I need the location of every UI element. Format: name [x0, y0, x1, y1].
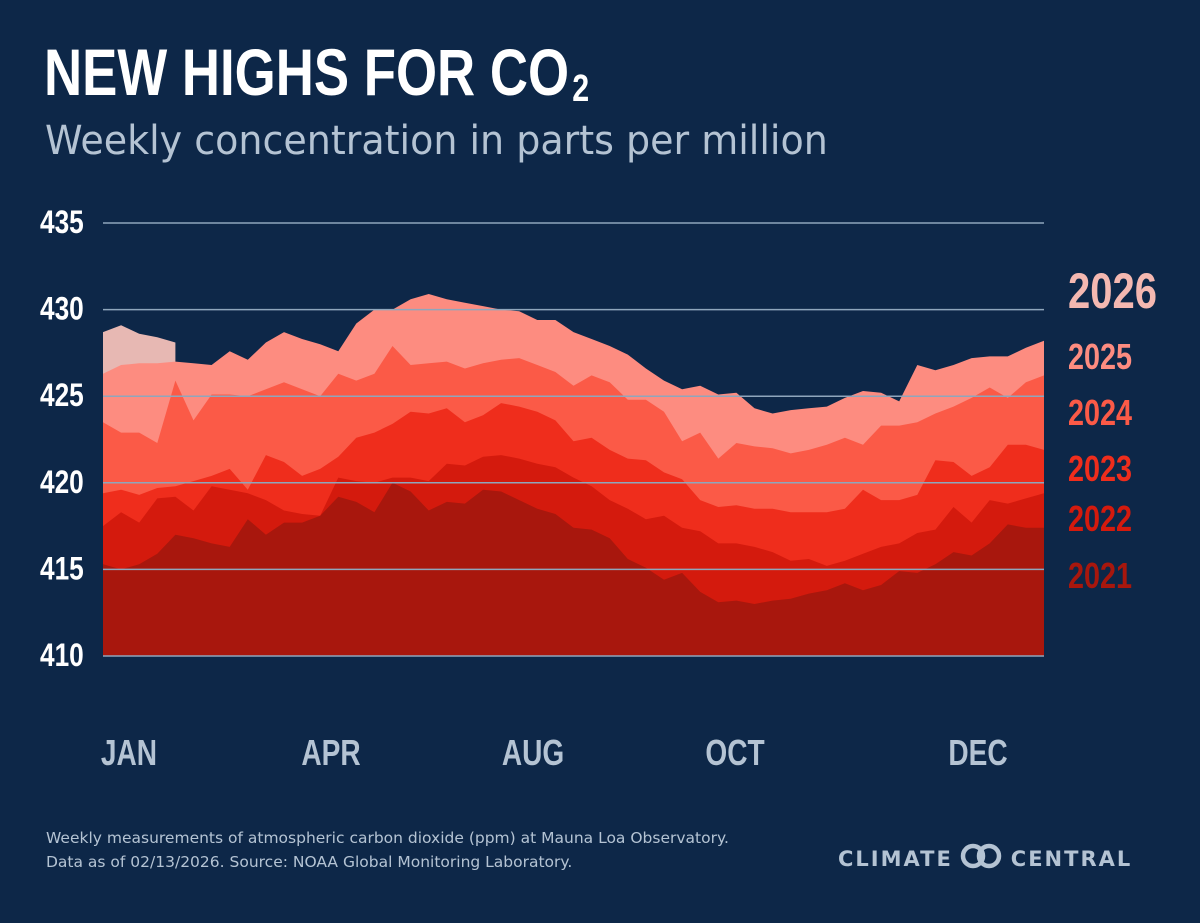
- x-tick-label: AUG: [502, 733, 564, 773]
- page-subtitle: Weekly concentration in parts per millio…: [45, 118, 828, 164]
- y-tick-label: 430: [40, 292, 84, 327]
- x-tick-label: JAN: [101, 733, 157, 773]
- y-tick-label: 425: [40, 379, 84, 414]
- year-label-2025: 2025: [1068, 336, 1132, 377]
- brand-right-text: CENTRAL: [1010, 846, 1133, 871]
- x-tick-label: OCT: [705, 733, 764, 773]
- page-title: NEW HIGHS FOR CO2: [44, 32, 589, 129]
- gridlines: [103, 222, 1044, 657]
- title-subscript: 2: [572, 68, 590, 110]
- year-label-2021: 2021: [1068, 555, 1132, 596]
- source-note: Weekly measurements of atmospheric carbo…: [46, 826, 729, 874]
- x-tick-label: DEC: [948, 733, 1007, 773]
- y-tick-label: 410: [40, 639, 84, 674]
- y-tick-label: 415: [40, 552, 84, 587]
- source-note-line-1: Weekly measurements of atmospheric carbo…: [46, 829, 729, 847]
- title-text: NEW HIGHS FOR CO: [44, 35, 570, 109]
- year-label-2024: 2024: [1068, 392, 1132, 433]
- year-label-2022: 2022: [1068, 498, 1132, 539]
- brand-left-text: CLIMATE: [838, 846, 953, 871]
- series-areas: [103, 294, 1044, 656]
- brand-logo: CLIMATE CENTRAL: [838, 843, 1132, 874]
- y-tick-label: 420: [40, 465, 84, 500]
- x-axis-ticks: JAN APR AUG OCT DEC: [101, 733, 1008, 773]
- x-tick-label: APR: [301, 733, 360, 773]
- year-label-2026: 2026: [1068, 263, 1157, 319]
- interlocking-circles-logo-icon: [959, 843, 1003, 874]
- series-end-labels: 2026 2025 2024 2023 2022 2021: [1068, 263, 1157, 596]
- y-tick-label: 435: [40, 206, 84, 241]
- year-label-2023: 2023: [1068, 448, 1132, 489]
- y-axis-ticks: 410 415 420 425 430 435: [40, 206, 84, 674]
- source-note-line-2: Data as of 02/13/2026. Source: NOAA Glob…: [46, 853, 573, 871]
